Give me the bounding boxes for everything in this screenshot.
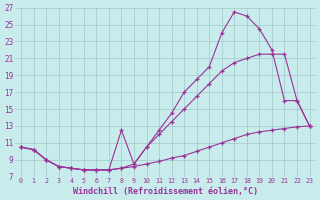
X-axis label: Windchill (Refroidissement éolien,°C): Windchill (Refroidissement éolien,°C) — [73, 187, 258, 196]
